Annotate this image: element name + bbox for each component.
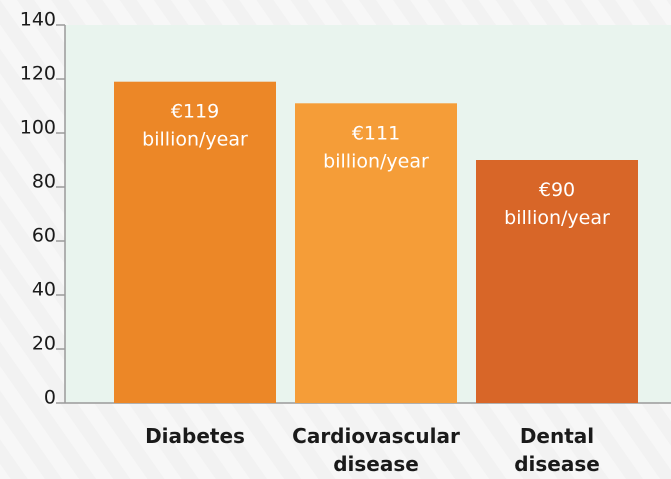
y-tick-label: 120: [20, 63, 56, 85]
x-tick-label: Cardiovascular disease: [292, 424, 460, 476]
bar: [295, 103, 457, 404]
data-label: €90 billion/year: [504, 179, 610, 229]
bar: [476, 160, 638, 403]
y-tick-label: 80: [32, 171, 56, 193]
y-tick-label: 140: [20, 9, 56, 31]
y-tick-label: 60: [32, 225, 56, 247]
y-tick-label: 20: [32, 333, 56, 355]
data-label: €111 billion/year: [323, 122, 429, 172]
x-tick-label: Dental disease: [514, 424, 600, 476]
data-label: €119 billion/year: [142, 100, 248, 150]
y-tick-label: 100: [20, 117, 56, 139]
x-tick-label: Diabetes: [145, 424, 245, 448]
bar: [114, 81, 276, 403]
y-tick-label: 40: [32, 279, 56, 301]
y-tick-label: 0: [44, 387, 56, 409]
